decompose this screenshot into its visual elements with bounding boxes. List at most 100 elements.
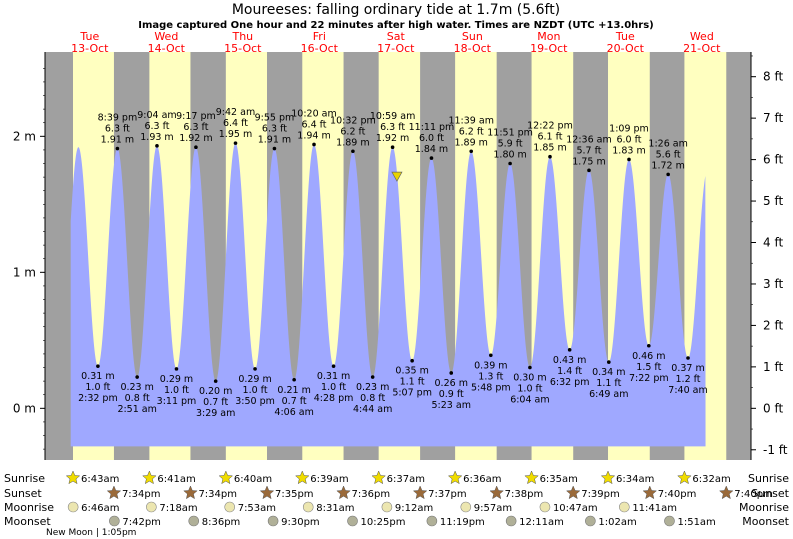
sunset-icon [183,485,198,500]
moonrise-icon [619,501,630,513]
tide-time-label: 8:39 pm [98,113,138,124]
tide-point [528,365,532,370]
tide-m-label: 0.34 m [592,367,625,378]
moonset-icon [188,515,200,527]
day-name-label: Tue [615,30,635,43]
tide-area [70,143,706,447]
tide-ft-label: 1.5 ft [636,362,661,373]
moonrise-time: 11:41am [632,503,677,514]
moonrise-time: 10:47am [553,503,598,514]
tide-ft-label: 1.1 ft [400,377,425,388]
tide-time-label: 9:55 pm [255,113,295,124]
tide-m-label: 0.31 m [317,371,350,382]
moonset-row-label-left: Moonset [4,515,51,528]
sunset-icon [642,485,658,500]
tide-time-label: 10:32 pm [330,115,376,126]
moonset-row-label-right: Moonset [742,515,789,528]
tide-time-label: 6:49 am [589,389,628,400]
tide-m-label: 0.31 m [81,371,114,382]
tide-m-label: 0.20 m [199,386,232,397]
tide-ft-label: 6.4 ft [223,118,248,129]
y-tick-label-ft: -1 ft [763,443,788,457]
day-name-label: Sat [387,30,406,43]
moonrise-icon [146,501,157,513]
tide-time-label: 7:22 pm [629,373,669,384]
tide-time-label: 4:28 pm [314,393,354,404]
tide-point [351,149,355,154]
tide-time-label: 6:04 am [510,395,549,406]
tide-point [135,375,139,379]
tide-time-label: 1:09 pm [609,123,649,134]
tide-point [567,348,572,352]
day-name-label: Fri [313,30,326,43]
tide-point [155,144,159,148]
tide-ft-label: 6.3 ft [380,122,405,133]
sunset-time: 7:37pm [428,489,467,500]
tide-m-label: 1.92 m [179,133,212,144]
tide-ft-label: 6.4 ft [302,119,327,130]
tide-m-label: 1.94 m [297,130,330,141]
tide-ft-label: 0.9 ft [439,389,464,400]
sunrise-time: 6:32am [692,474,730,485]
tide-time-label: 7:40 am [668,385,707,396]
day-date-label: 13-Oct [71,42,109,55]
sunset-icon [336,485,351,500]
y-tick-label-ft: 0 ft [763,401,783,415]
tide-time-label: 5:07 pm [392,388,432,399]
tide-ft-label: 0.7 ft [282,396,307,407]
sunset-time: 7:35pm [275,489,314,500]
tide-ft-label: 1.1 ft [596,378,621,389]
tide-time-label: 6:32 pm [550,377,590,388]
tide-time-label: 2:51 am [117,404,156,415]
tide-m-label: 1.93 m [140,132,173,143]
sunset-row-label-left: Sunset [4,487,42,500]
chart-subtitle: Image captured One hour and 22 minutes a… [138,20,654,31]
day-date-label: 21-Oct [683,42,721,55]
moonrise-icon [302,501,314,513]
tide-point [370,375,375,379]
tide-point [253,367,257,371]
sunset-time: 7:34pm [198,489,237,500]
tide-time-label: 11:51 pm [487,128,533,139]
moonset-icon [585,515,596,527]
tide-point [429,156,434,160]
tide-ft-label: 0.8 ft [125,393,150,404]
sunrise-icon [65,470,81,485]
moonset-icon [505,515,517,527]
tide-point [312,142,316,147]
y-tick-label-ft: 1 ft [763,360,783,374]
tide-m-label: 1.91 m [101,135,134,146]
moonrise-time: 9:57am [474,503,512,514]
tide-point [489,353,493,358]
sunset-icon [106,485,122,500]
moonrise-icon [460,501,472,513]
sunrise-row-label-right: Sunrise [748,472,789,485]
tide-m-label: 0.21 m [277,385,310,396]
tide-m-label: 1.95 m [219,129,252,140]
tide-time-label: 10:59 am [370,111,415,122]
tide-ft-label: 6.3 ft [105,124,130,135]
tide-time-label: 3:50 pm [235,396,275,407]
tide-m-label: 1.85 m [533,143,566,154]
tide-time-label: 11:39 am [448,115,493,126]
tide-time-label: 10:20 am [291,108,336,119]
tide-point [115,146,120,151]
moonrise-row-label-left: Moonrise [4,501,54,514]
sunset-row-label-right: Sunset [751,487,789,500]
tide-m-label: 1.91 m [258,135,291,146]
moonrise-icon [67,501,79,513]
tide-ft-label: 0.8 ft [360,393,385,404]
tide-time-label: 3:11 pm [157,396,197,407]
sunrise-time: 6:37am [387,474,425,485]
tide-ft-label: 6.2 ft [459,126,484,137]
sunset-icon [412,485,428,500]
tide-ft-label: 1.2 ft [676,374,701,385]
y-tick-label-ft: 4 ft [763,236,783,250]
day-name-label: Sun [462,30,483,43]
tide-time-label: 9:17 pm [176,111,216,122]
tide-point [686,356,690,360]
y-tick-label-m: 1 m [13,265,36,279]
sunrise-time: 6:40am [234,474,272,485]
tide-ft-label: 6.3 ft [144,121,169,132]
